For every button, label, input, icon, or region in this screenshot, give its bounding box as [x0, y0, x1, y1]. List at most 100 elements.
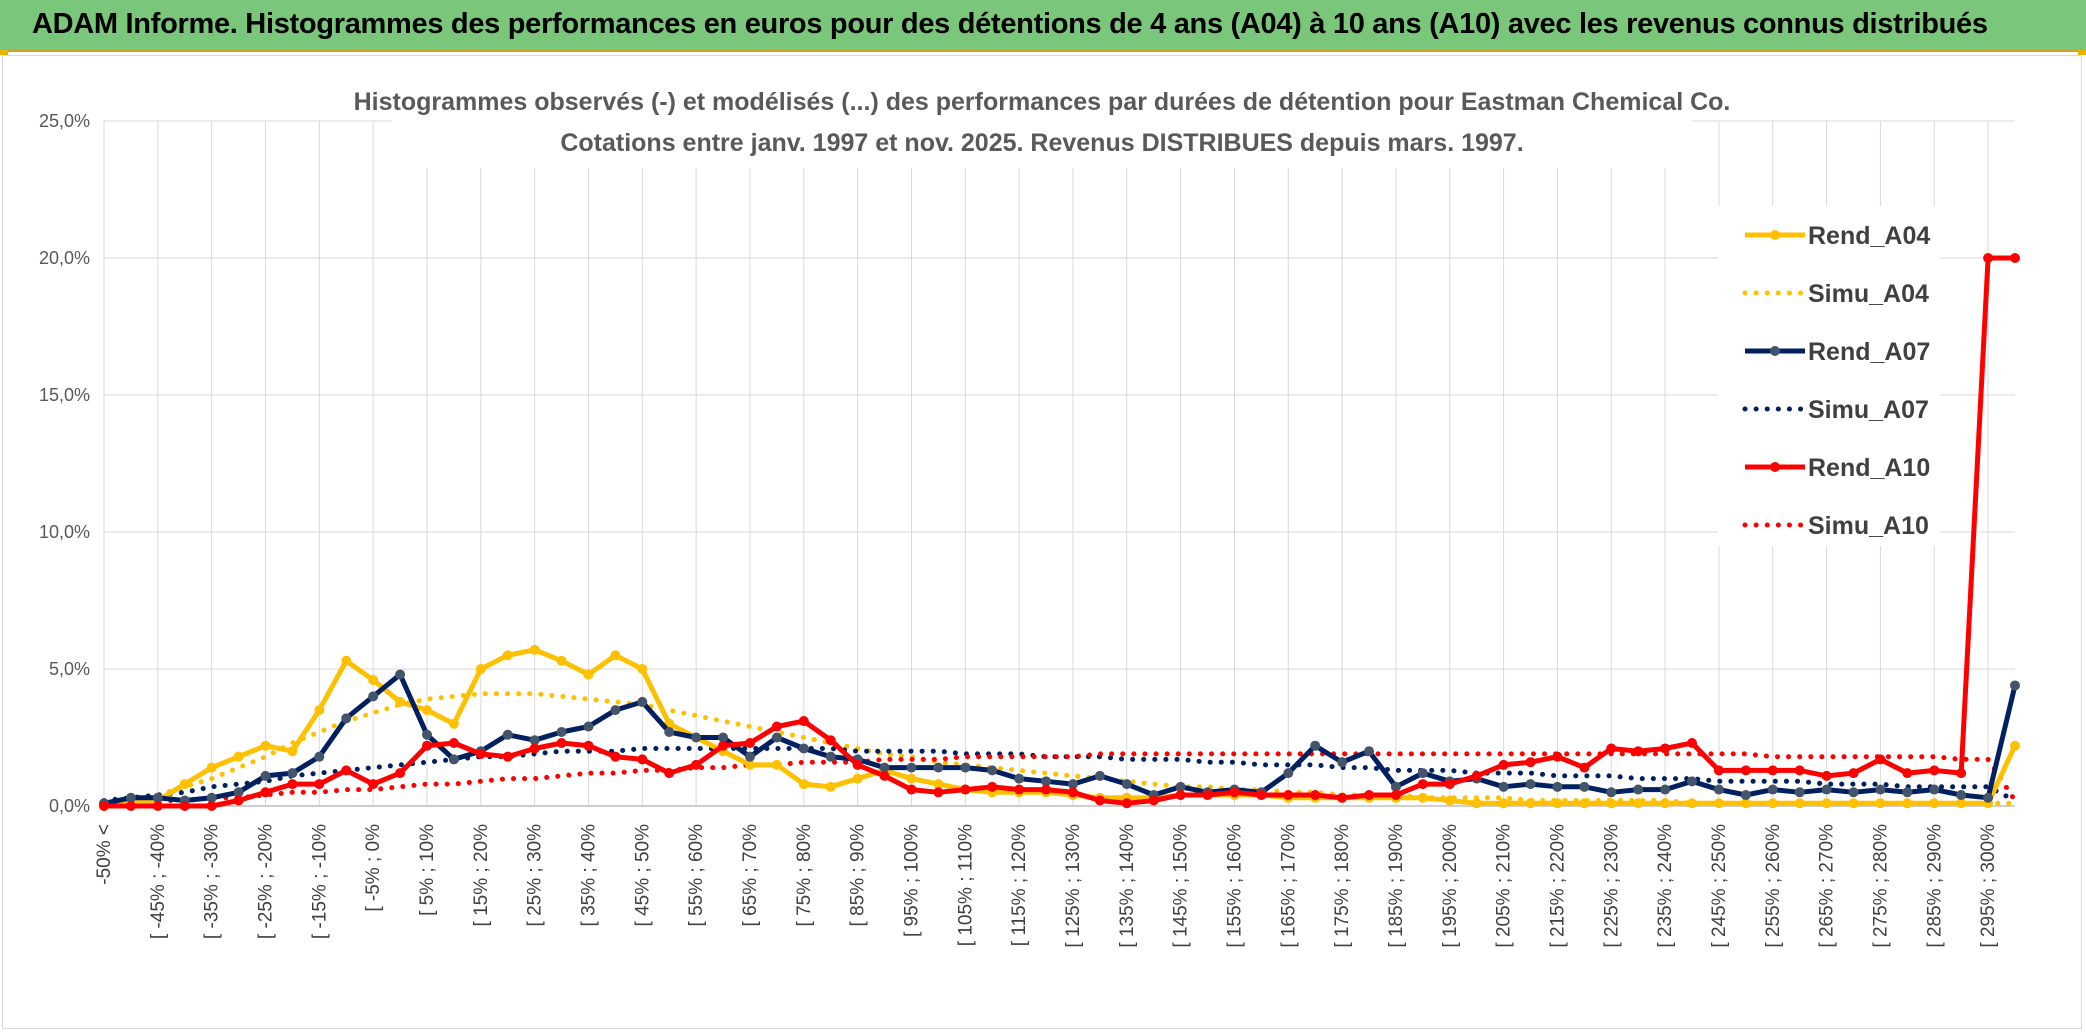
data-point [314, 705, 325, 716]
data-point [206, 801, 217, 811]
x-tick-label: [ 15% ; 20% [471, 824, 492, 927]
data-point [1902, 798, 1913, 809]
data-point [610, 705, 621, 716]
y-tick-label: 20,0% [39, 248, 90, 268]
data-point [1041, 784, 1052, 795]
legend-label: Rend_A10 [1808, 454, 1930, 482]
data-point [260, 770, 271, 781]
x-tick-label: [ 205% ; 210% [1494, 824, 1515, 948]
data-point [1525, 798, 1536, 809]
data-point [233, 795, 244, 806]
legend-marker [1770, 230, 1780, 240]
data-point [1875, 754, 1886, 765]
legend-item-Rend_A04: Rend_A04 [1745, 222, 1930, 250]
data-point [1606, 787, 1617, 798]
data-point [206, 792, 217, 803]
data-point [1929, 798, 1940, 809]
data-point [529, 743, 540, 754]
data-point [718, 740, 729, 751]
data-point [1498, 798, 1509, 809]
chart-frame [2, 55, 2082, 1029]
data-point [987, 781, 998, 792]
data-point [718, 732, 729, 743]
data-point [825, 781, 836, 792]
data-point [1875, 798, 1886, 809]
data-point [368, 691, 379, 702]
data-point [1767, 798, 1778, 809]
data-point [771, 721, 782, 732]
data-point [2010, 253, 2020, 263]
x-tick-label: [ -5% ; 0% [363, 824, 384, 912]
data-point [691, 759, 702, 770]
data-point [1337, 757, 1348, 768]
chart-subtitle: Cotations entre janv. 1997 et nov. 2025.… [560, 129, 1523, 157]
data-point [502, 729, 513, 740]
data-point [1687, 798, 1698, 809]
data-point [583, 740, 594, 751]
data-point [1687, 737, 1698, 748]
data-point [1956, 768, 1967, 779]
x-tick-label: [ 125% ; 130% [1063, 824, 1084, 948]
data-point [1579, 762, 1590, 773]
data-point [1067, 787, 1078, 798]
legend-label: Rend_A04 [1808, 222, 1930, 250]
x-tick-label: [ 165% ; 170% [1278, 824, 1299, 948]
x-tick-label: [ 275% ; 280% [1870, 824, 1891, 948]
data-point [1606, 798, 1617, 809]
x-tick-label: [ 5% ; 10% [417, 824, 438, 916]
data-point [1660, 798, 1671, 809]
data-point [1417, 779, 1428, 790]
data-point [125, 792, 136, 803]
series-Simu_A07 [101, 746, 2018, 803]
data-point [1525, 757, 1536, 768]
data-point [1471, 798, 1482, 809]
data-point [368, 674, 379, 685]
data-point [233, 751, 244, 762]
data-point [771, 759, 782, 770]
data-point [960, 784, 971, 795]
data-point [1364, 790, 1375, 801]
data-point [1983, 253, 1994, 263]
x-tick-label: [ 95% ; 100% [901, 824, 922, 937]
data-point [1202, 790, 1213, 801]
data-point [1444, 779, 1455, 790]
data-point [1417, 768, 1428, 779]
data-point [206, 762, 217, 773]
banner-corner-right [2078, 50, 2086, 55]
data-point [1094, 770, 1105, 781]
data-point [368, 779, 379, 790]
data-point [1283, 768, 1294, 779]
data-point [556, 737, 567, 748]
legend-label: Rend_A07 [1808, 338, 1930, 366]
data-point [933, 779, 944, 790]
data-point [179, 779, 190, 790]
x-tick-label: [ -35% ; -30% [202, 824, 223, 939]
data-point [637, 696, 648, 707]
x-tick-label: [ 255% ; 260% [1763, 824, 1784, 948]
x-tick-label: [ 175% ; 180% [1332, 824, 1353, 948]
data-point [1929, 784, 1940, 795]
data-point [1498, 781, 1509, 792]
x-tick-label: [ 225% ; 230% [1601, 824, 1622, 948]
data-point [744, 751, 755, 762]
data-point [1121, 798, 1132, 809]
y-tick-label: 0,0% [49, 796, 90, 816]
x-tick-label: [ 285% ; 290% [1924, 824, 1945, 948]
data-point [906, 762, 917, 773]
data-point [475, 664, 486, 674]
data-point [1902, 787, 1913, 798]
data-point [1848, 787, 1859, 798]
data-point [1067, 779, 1078, 790]
x-axis-ticks: -50% < [ -45% ; -40% [ -35% ; -30% [ -25% ;… [94, 824, 1999, 948]
data-point [1498, 759, 1509, 770]
data-point [287, 779, 298, 790]
data-point [395, 768, 406, 779]
data-point [1740, 798, 1751, 809]
data-point [825, 751, 836, 762]
data-point [233, 787, 244, 798]
x-tick-label: [ 105% ; 110% [955, 824, 976, 946]
data-point [691, 732, 702, 743]
data-point [125, 801, 136, 811]
series-Rend_A10 [99, 253, 2020, 811]
data-point [1848, 768, 1859, 779]
